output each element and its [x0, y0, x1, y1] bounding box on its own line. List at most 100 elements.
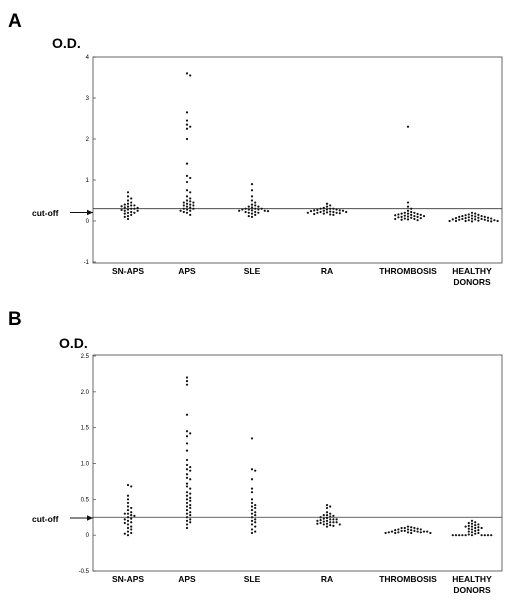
- data-point: [416, 530, 419, 533]
- data-point: [332, 524, 335, 527]
- data-point: [467, 533, 470, 536]
- data-point: [250, 501, 254, 505]
- data-point: [189, 521, 192, 524]
- data-point: [250, 487, 254, 490]
- data-point: [250, 531, 254, 535]
- data-point: [316, 208, 319, 212]
- data-point: [322, 520, 325, 523]
- data-point: [419, 528, 422, 531]
- data-point: [123, 518, 126, 521]
- data-point: [189, 514, 192, 517]
- cutoff-label: cut-off: [32, 514, 59, 524]
- data-point: [126, 534, 130, 537]
- data-point: [325, 211, 329, 214]
- data-point: [126, 512, 130, 515]
- y-tick-label: 2.5: [81, 354, 90, 360]
- data-point: [250, 519, 254, 522]
- data-point: [120, 205, 123, 208]
- category-label: DONORS: [453, 277, 491, 287]
- data-point: [250, 199, 254, 202]
- data-point: [185, 72, 189, 75]
- data-point: [400, 215, 403, 218]
- data-point: [451, 218, 454, 221]
- data-point: [250, 215, 254, 218]
- y-tick-label: 0: [86, 533, 90, 539]
- data-point: [419, 531, 422, 534]
- data-point: [130, 485, 133, 488]
- data-point: [260, 207, 263, 210]
- data-point: [263, 209, 266, 212]
- data-point: [185, 458, 189, 462]
- data-point: [403, 214, 406, 217]
- data-point: [185, 376, 189, 379]
- data-point: [477, 531, 480, 535]
- data-point: [322, 206, 325, 209]
- data-point: [467, 527, 470, 530]
- data-point: [185, 473, 189, 476]
- data-point: [189, 518, 192, 521]
- data-point: [467, 524, 470, 527]
- data-point: [126, 208, 130, 211]
- data-point: [185, 383, 189, 386]
- data-point: [470, 531, 474, 534]
- data-point: [406, 218, 410, 221]
- data-point: [250, 189, 254, 192]
- data-point: [467, 521, 470, 525]
- data-point: [254, 201, 257, 204]
- data-point: [238, 209, 241, 212]
- data-point: [316, 211, 319, 214]
- data-point: [490, 534, 493, 537]
- y-tick-label: 0: [86, 219, 90, 225]
- category-label: SN-APS: [112, 266, 144, 276]
- data-point: [254, 514, 257, 517]
- data-point: [338, 523, 341, 526]
- cutoff-arrowhead: [87, 209, 93, 216]
- data-point: [461, 534, 464, 537]
- data-point: [410, 529, 413, 532]
- data-point: [192, 204, 195, 207]
- data-point: [477, 526, 480, 529]
- data-point: [185, 505, 189, 508]
- data-point: [182, 201, 185, 204]
- data-point: [189, 492, 192, 495]
- data-point: [474, 524, 477, 527]
- data-point: [454, 534, 458, 537]
- data-point: [189, 203, 192, 206]
- data-point: [189, 465, 192, 469]
- data-point: [480, 214, 483, 218]
- data-point: [316, 522, 319, 525]
- data-point: [322, 514, 325, 517]
- data-point: [254, 210, 257, 214]
- data-point: [189, 213, 192, 216]
- data-point: [185, 199, 189, 202]
- data-point: [185, 476, 189, 479]
- data-point: [126, 519, 130, 522]
- data-point: [130, 531, 133, 535]
- data-point: [474, 215, 477, 218]
- data-point: [126, 526, 130, 530]
- data-point: [185, 195, 189, 198]
- data-point: [254, 469, 257, 472]
- data-point: [189, 503, 192, 507]
- data-point: [123, 532, 126, 535]
- data-point: [464, 525, 467, 528]
- data-point: [329, 521, 332, 524]
- data-point: [126, 523, 130, 526]
- data-point: [422, 530, 426, 533]
- data-point: [316, 519, 319, 522]
- data-point: [250, 512, 254, 515]
- data-point: [322, 212, 325, 215]
- data-point: [467, 216, 470, 219]
- data-point: [474, 212, 477, 215]
- data-point: [189, 506, 192, 510]
- data-point: [123, 521, 126, 525]
- data-point: [123, 212, 126, 215]
- data-point: [254, 506, 257, 510]
- data-point: [413, 211, 416, 214]
- data-point: [338, 212, 341, 215]
- data-point: [130, 197, 133, 200]
- data-point: [244, 207, 247, 210]
- data-point: [185, 413, 189, 416]
- data-point: [185, 491, 189, 494]
- data-point: [394, 529, 397, 532]
